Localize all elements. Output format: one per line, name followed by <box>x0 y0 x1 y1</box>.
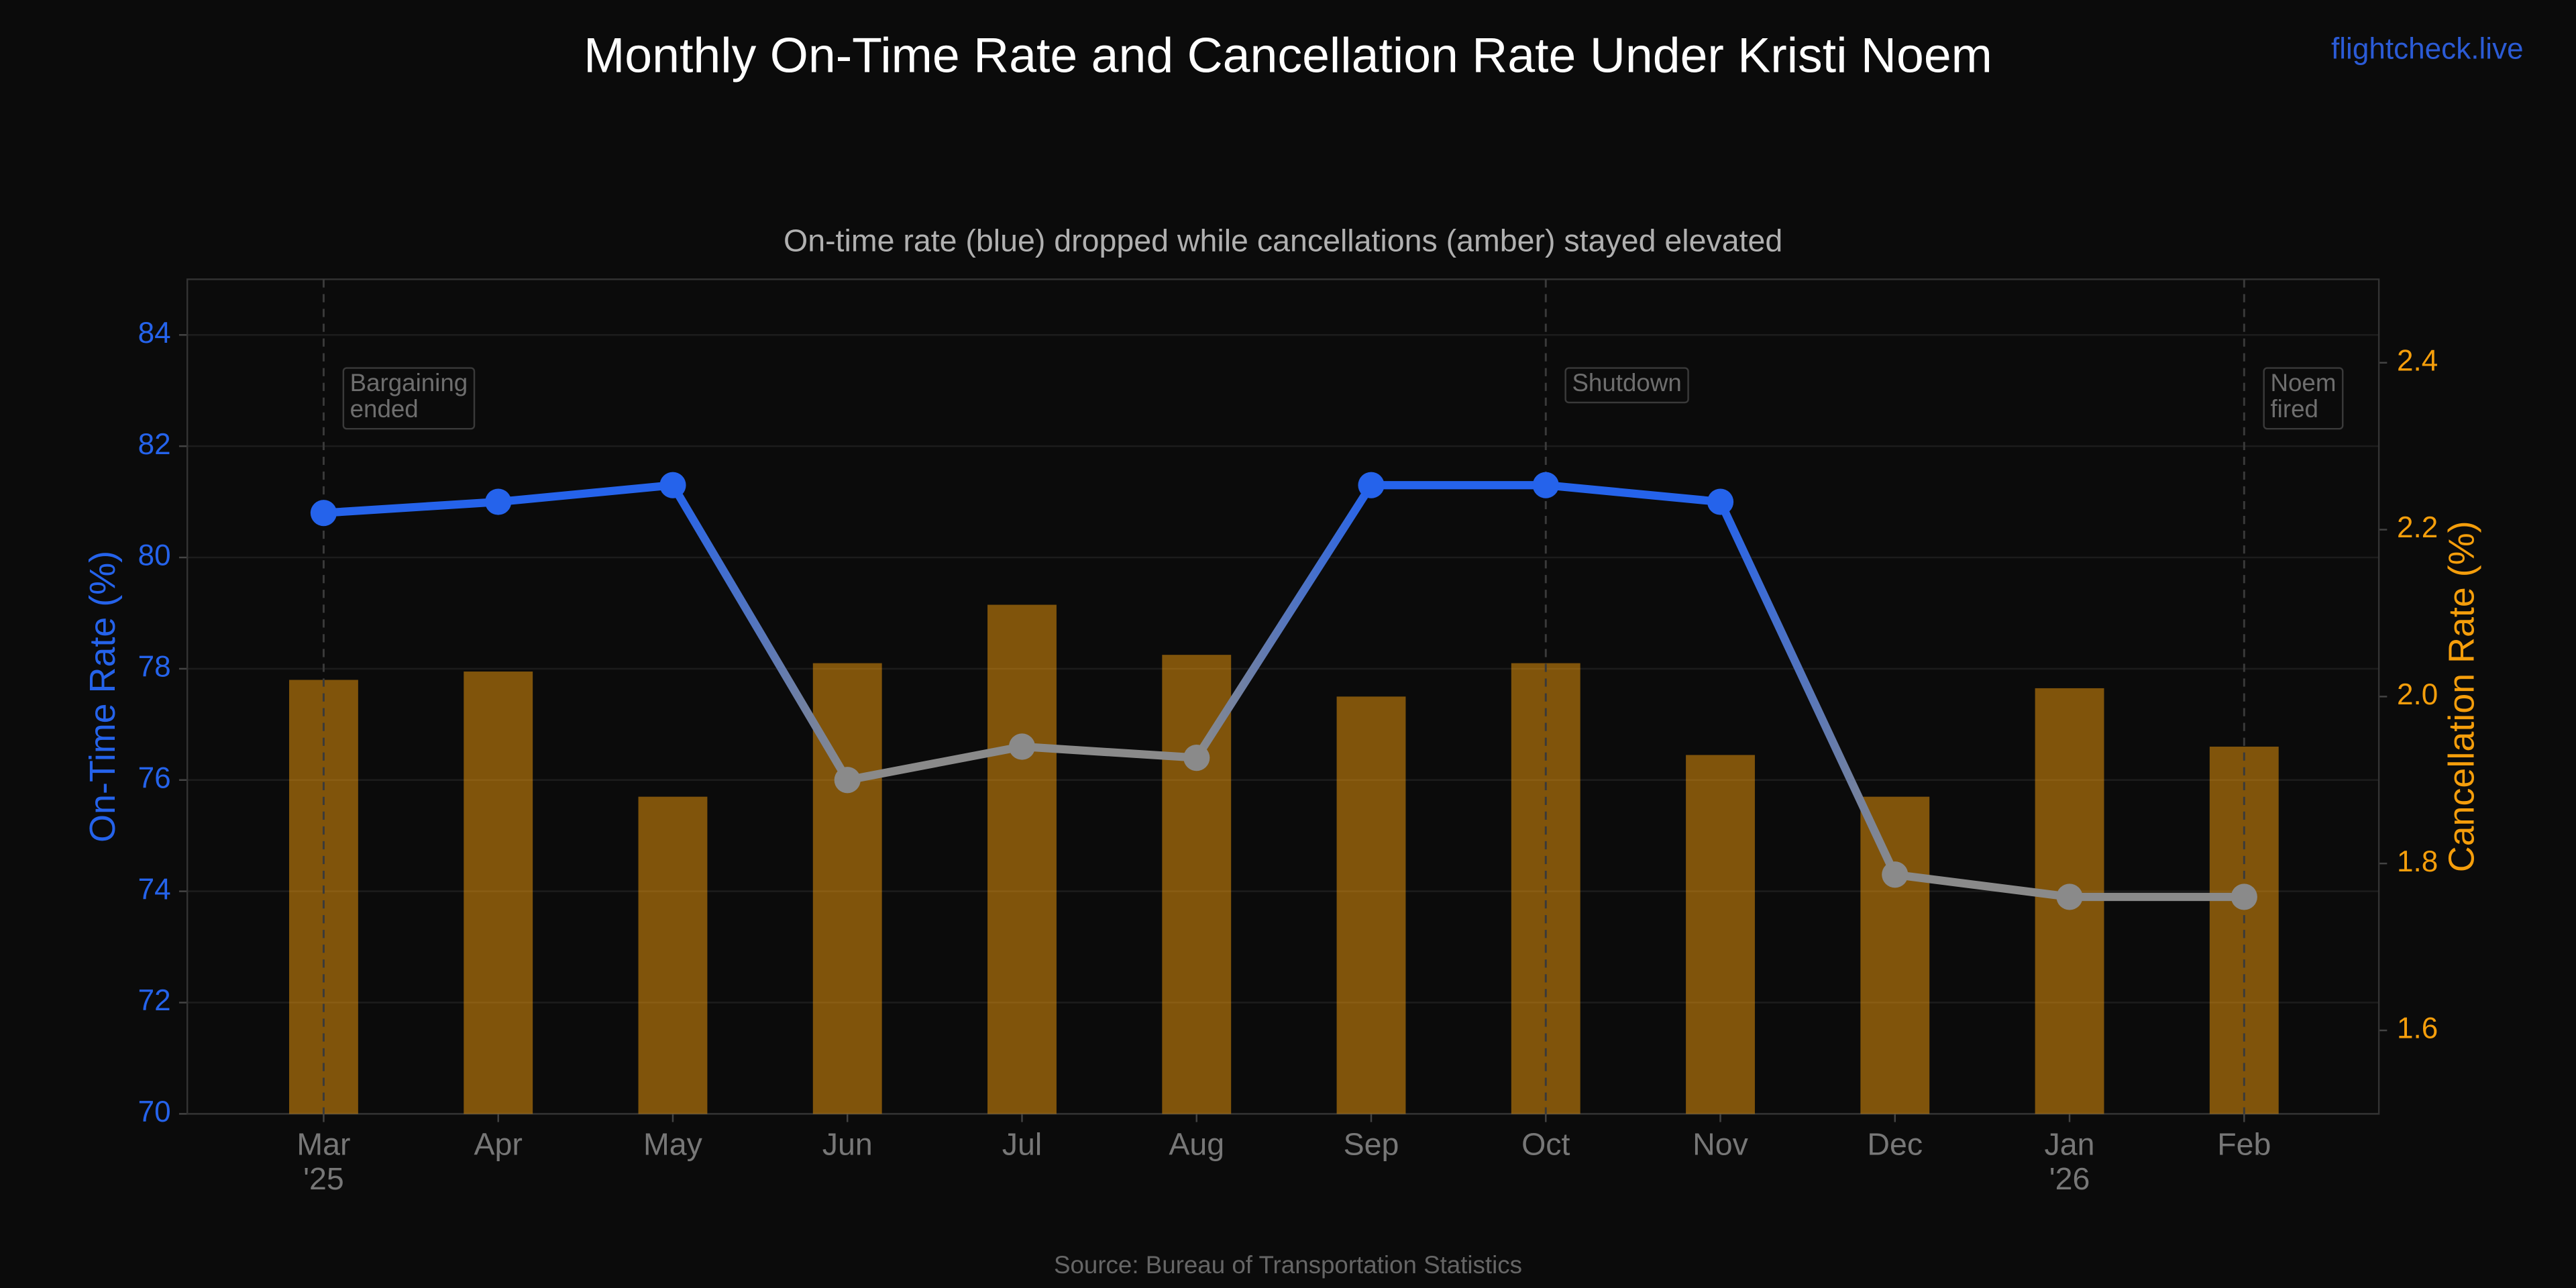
x-tick-label: Oct <box>1521 1127 1570 1162</box>
y2-axis-label: Cancellation Rate (%) <box>2442 521 2482 872</box>
point <box>1358 472 1385 498</box>
x-year-label: '25 <box>303 1161 344 1196</box>
annotation-text: Bargaining <box>350 369 468 396</box>
point <box>2231 883 2257 910</box>
point <box>485 488 512 515</box>
y-tick-label: 72 <box>138 984 171 1017</box>
point <box>834 767 861 794</box>
chart-subtitle: On-time rate (blue) dropped while cancel… <box>784 223 1782 258</box>
point <box>659 472 686 498</box>
watermark: flightcheck.live <box>2331 33 2524 66</box>
annotation-box <box>1564 367 1689 404</box>
x-year-label: '26 <box>2049 1161 2090 1196</box>
point <box>1532 472 1559 498</box>
point <box>1882 861 1909 888</box>
y-tick-label: 78 <box>138 651 171 684</box>
x-tick-label: Jun <box>822 1127 873 1162</box>
y-tick-label: 80 <box>138 539 171 572</box>
y-tick-label: 70 <box>138 1095 171 1128</box>
x-tick-label: Apr <box>474 1127 523 1162</box>
annotation-text: Shutdown <box>1572 369 1681 396</box>
x-tick-label: Sep <box>1344 1127 1399 1162</box>
x-tick-label: Mar <box>297 1127 350 1162</box>
point <box>1707 488 1734 515</box>
x-tick-label: May <box>643 1127 703 1162</box>
point <box>2056 883 2083 910</box>
annotation-text: Noem <box>2270 369 2336 396</box>
annotation-box <box>342 367 476 430</box>
annotation-box <box>2263 367 2344 430</box>
x-tick-label: Nov <box>1693 1127 1748 1162</box>
y-axis-label: On-Time Rate (%) <box>83 551 123 843</box>
y2-tick-label: 2.0 <box>2397 678 2438 711</box>
annotation-text: fired <box>2270 395 2318 423</box>
y-tick-label: 82 <box>138 428 171 461</box>
point <box>310 500 337 527</box>
bar <box>1336 696 1406 1114</box>
bar <box>464 672 533 1114</box>
point <box>1008 733 1036 760</box>
x-tick-label: Dec <box>1867 1127 1923 1162</box>
annotation: Shutdown <box>1564 367 1689 404</box>
x-tick-label: Jul <box>1002 1127 1042 1162</box>
y-tick-label: 74 <box>138 873 171 906</box>
y-tick-label: 76 <box>138 761 171 794</box>
bar <box>1860 796 1930 1114</box>
plot-frame <box>186 278 2380 1115</box>
line <box>319 481 2249 902</box>
x-tick-label: Aug <box>1169 1127 1224 1162</box>
bar <box>1686 755 1755 1114</box>
y-tick-label: 84 <box>138 317 171 350</box>
point <box>1183 745 1210 771</box>
bar <box>987 604 1057 1114</box>
annotation-text: ended <box>350 395 419 423</box>
y2-tick-label: 2.2 <box>2397 511 2438 544</box>
source-note: Source: Bureau of Transportation Statist… <box>1054 1251 1522 1279</box>
bar <box>1162 655 1232 1114</box>
chart-title: Monthly On-Time Rate and Cancellation Ra… <box>584 28 1992 83</box>
bar <box>638 796 708 1114</box>
y2-tick-label: 2.4 <box>2397 344 2438 377</box>
y2-tick-label: 1.6 <box>2397 1012 2438 1045</box>
bar <box>812 663 882 1114</box>
x-tick-label: Jan <box>2045 1127 2095 1162</box>
x-tick-label: Feb <box>2217 1127 2271 1162</box>
y2-tick-label: 1.8 <box>2397 845 2438 878</box>
